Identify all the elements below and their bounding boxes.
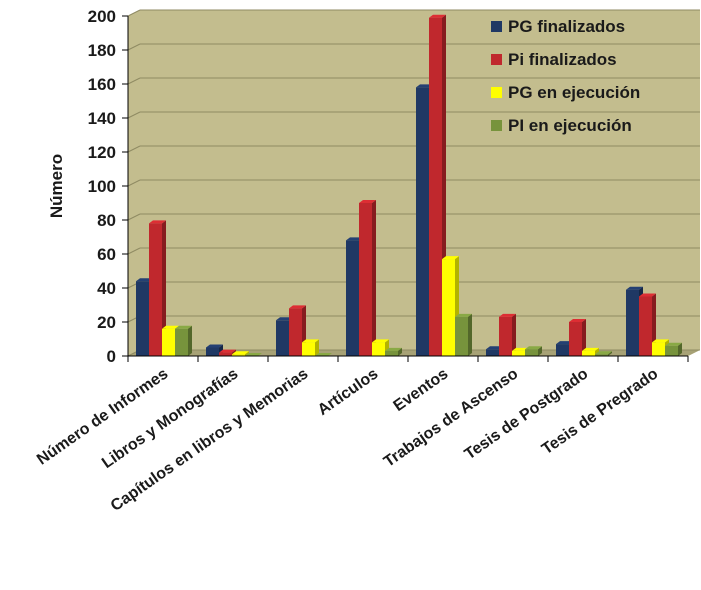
x-category-label: Eventos (391, 365, 452, 415)
bar (315, 353, 332, 356)
legend-label: PI en ejecución (508, 116, 632, 135)
gridline (127, 179, 141, 187)
bars (136, 14, 682, 357)
y-tick-label: 60 (97, 245, 116, 264)
x-category-label: Tesis de Pregrado (539, 365, 662, 458)
x-category-label: Tesis de Postgrado (462, 365, 592, 463)
legend-item: PG en ejecución (491, 83, 640, 102)
legend-swatch (491, 120, 502, 131)
legend-label: PG en ejecución (508, 83, 640, 102)
legend-item: Pi finalizados (491, 50, 617, 69)
y-tick-label: 40 (97, 279, 116, 298)
bar (302, 339, 319, 356)
gridline (127, 9, 141, 17)
legend-item: PI en ejecución (491, 116, 632, 135)
bar (149, 220, 166, 356)
bar (175, 325, 192, 356)
axes (122, 15, 689, 362)
y-tick-label: 120 (88, 143, 116, 162)
y-tick-label: 80 (97, 211, 116, 230)
gridline (127, 111, 141, 119)
bar (385, 347, 402, 356)
gridline (127, 145, 141, 153)
y-tick-label: 200 (88, 7, 116, 26)
x-category-label: Libros y Monografías (99, 365, 241, 472)
y-tick-label: 20 (97, 313, 116, 332)
y-tick-label: 0 (107, 347, 116, 366)
x-category-label: Artículos (315, 365, 382, 419)
y-tick-label: 160 (88, 75, 116, 94)
bar (569, 319, 586, 356)
legend-swatch (491, 21, 502, 32)
x-category-label: Número de Informes (34, 365, 171, 468)
x-category-label: Trabajos de Ascenso (381, 365, 522, 471)
bar (232, 351, 249, 356)
y-tick-labels: 0 20 40 60 80 100 120 140 160 180 200 (88, 7, 116, 366)
y-tick-label: 140 (88, 109, 116, 128)
bar (455, 313, 472, 356)
gridline (127, 43, 141, 51)
legend-label: Pi finalizados (508, 50, 617, 69)
y-tick-label: 180 (88, 41, 116, 60)
gridline (127, 247, 141, 255)
y-axis-label: Número (47, 154, 66, 218)
bar (245, 353, 262, 356)
bar (499, 313, 516, 356)
bar (359, 200, 376, 356)
legend-swatch (491, 54, 502, 65)
legend: PG finalizados Pi finalizados PG en ejecuc… (491, 17, 640, 135)
bar (595, 351, 612, 356)
plot-background (128, 10, 700, 356)
legend-label: PG finalizados (508, 17, 625, 36)
gridline (127, 213, 141, 221)
bar (665, 342, 682, 356)
gridline (127, 77, 141, 85)
y-tick-label: 100 (88, 177, 116, 196)
legend-swatch (491, 87, 502, 98)
bar (525, 346, 542, 356)
legend-item: PG finalizados (491, 17, 625, 36)
